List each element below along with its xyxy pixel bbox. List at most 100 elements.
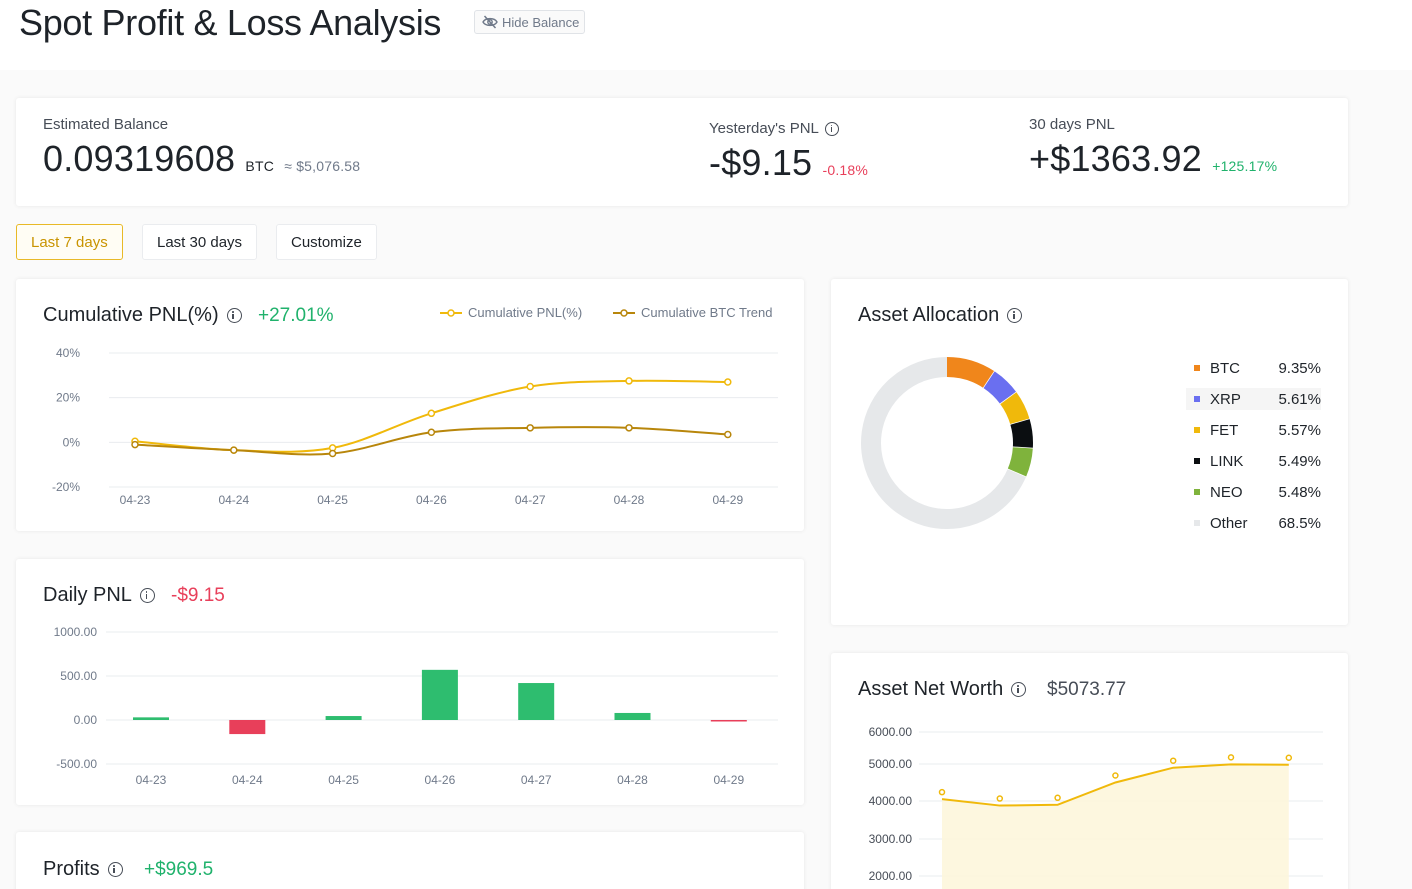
asset-allocation-donut[interactable] <box>847 343 1047 543</box>
allocation-item-other[interactable]: Other 68.5% <box>1186 512 1321 534</box>
data-point <box>1112 772 1119 779</box>
x-tick-label: 04-23 <box>136 773 167 787</box>
cumulative-pnl-card: Cumulative PNL(%) +27.01% Cumulative PNL… <box>16 279 804 531</box>
asset-allocation-title-text: Asset Allocation <box>858 304 1000 326</box>
hide-balance-label: Hide Balance <box>502 14 580 30</box>
data-point <box>724 430 732 439</box>
x-tick-label: 04-29 <box>713 773 744 787</box>
donut-slice-other <box>861 357 1026 529</box>
cumulative-pnl-title-text: Cumulative PNL(%) <box>43 304 219 326</box>
y-tick-label: 40% <box>56 346 80 360</box>
daily-pnl-title: Daily PNL <box>43 584 155 607</box>
asset-net-worth-title: Asset Net Worth <box>858 678 1027 701</box>
allocation-item-btc[interactable]: BTC 9.35% <box>1186 357 1321 379</box>
bar <box>325 716 362 720</box>
allocation-asset-name: NEO <box>1210 483 1243 501</box>
data-point <box>625 377 633 385</box>
cumulative-pnl-chart[interactable]: 40% 20% 0% -20% 04-23 04-24 04-25 04-26 04-27 04-… <box>16 279 804 531</box>
hide-balance-button[interactable]: Hide Balance <box>474 10 586 34</box>
asset-net-worth-chart[interactable]: 6000.00 5000.00 4000.00 3000.00 2000.00 <box>831 653 1348 889</box>
data-point <box>724 378 732 386</box>
info-icon[interactable] <box>139 588 155 603</box>
daily-pnl-card: Daily PNL -$9.15 1000.00 500.00 0.00 -500.0… <box>16 559 804 805</box>
yesterday-pnl-value: -$9.15 <box>709 142 813 183</box>
profits-title: Profits <box>43 858 123 881</box>
legend-cumulative-pnl[interactable]: Cumulative PNL(%) <box>440 305 582 320</box>
bar <box>421 669 458 720</box>
info-icon[interactable] <box>107 862 123 877</box>
asset-net-worth-card: Asset Net Worth $5073.77 6000.00 5000.00 4… <box>831 653 1348 889</box>
allocation-asset-name: XRP <box>1210 390 1241 408</box>
balance-summary-card: Estimated Balance 0.09319608 BTC ≈ $5,07… <box>16 98 1348 206</box>
asset-allocation-card: Asset Allocation <box>831 279 1348 625</box>
x-tick-label: 04-24 <box>232 773 263 787</box>
donut-slice-link <box>1010 419 1033 449</box>
allocation-item-fet[interactable]: FET 5.57% <box>1186 419 1321 441</box>
data-point <box>1169 757 1177 764</box>
range-last-7-days[interactable]: Last 7 days <box>16 224 123 260</box>
daily-pnl-value: -$9.15 <box>171 585 225 606</box>
legend-line-marker-icon <box>440 308 462 317</box>
slice-separator <box>1005 467 1029 479</box>
asset-net-worth-value: $5073.77 <box>1047 679 1127 700</box>
allocation-item-link[interactable]: LINK 5.49% <box>1186 450 1321 472</box>
y-tick-label: 5000.00 <box>869 757 913 771</box>
range-customize[interactable]: Customize <box>276 224 377 260</box>
yesterday-pnl-label: Yesterday's PNL <box>709 120 839 137</box>
yesterday-pnl-label-text: Yesterday's PNL <box>709 120 819 137</box>
legend-cumulative-pnl-label: Cumulative PNL(%) <box>468 305 583 320</box>
data-point <box>996 795 1004 802</box>
info-icon[interactable] <box>824 121 839 136</box>
yesterday-pnl-pct: -0.18% <box>822 162 869 178</box>
x-tick-label: 04-29 <box>712 493 743 507</box>
daily-pnl-title-text: Daily PNL <box>43 584 132 606</box>
info-icon[interactable] <box>226 308 242 323</box>
y-tick-label: 6000.00 <box>869 725 913 739</box>
legend-swatch <box>1194 427 1200 433</box>
data-point <box>328 449 337 458</box>
info-icon[interactable] <box>1011 682 1027 697</box>
donut-slice-xrp <box>983 371 1017 405</box>
donut-slice-neo <box>1007 446 1033 478</box>
thirty-day-pnl: +$1363.92 +125.17% <box>1029 138 1277 180</box>
daily-pnl-chart[interactable]: 1000.00 500.00 0.00 -500.00 04-23 04-24 04-25 0… <box>16 559 804 805</box>
data-point <box>938 788 946 796</box>
thirty-day-pnl-value: +$1363.92 <box>1029 138 1202 179</box>
profits-card: Profits +$969.5 <box>16 832 804 889</box>
data-point <box>1227 754 1235 761</box>
slice-separator <box>1010 446 1035 450</box>
allocation-asset-name: Other <box>1210 514 1248 532</box>
x-tick-label: 04-28 <box>614 493 645 507</box>
y-tick-label: 0.00 <box>74 713 98 727</box>
y-tick-label: -20% <box>52 480 80 494</box>
cumulative-pnl-title: Cumulative PNL(%) <box>43 304 242 327</box>
legend-line-marker-icon <box>613 308 635 317</box>
legend-swatch <box>1194 458 1200 464</box>
x-tick-label: 04-26 <box>425 773 456 787</box>
allocation-asset-name: BTC <box>1210 359 1240 377</box>
eye-off-icon <box>482 15 498 29</box>
allocation-asset-pct: 68.5% <box>1278 514 1321 532</box>
bar <box>229 720 266 735</box>
data-point <box>131 440 139 449</box>
cumulative-pnl-value: +27.01% <box>258 305 334 326</box>
allocation-item-xrp[interactable]: XRP 5.61% <box>1186 388 1321 410</box>
legend-btc-trend[interactable]: Cumulative BTC Trend <box>613 305 773 320</box>
y-tick-label: 2000.00 <box>869 869 913 883</box>
range-last-30-days[interactable]: Last 30 days <box>142 224 258 260</box>
data-point <box>526 424 534 432</box>
estimated-balance-label: Estimated Balance <box>43 116 168 133</box>
balance-unit: BTC <box>245 158 275 174</box>
x-tick-label: 04-25 <box>317 493 348 507</box>
profits-value: +$969.5 <box>144 859 214 880</box>
allocation-asset-name: FET <box>1210 421 1239 439</box>
info-icon[interactable] <box>1007 308 1023 323</box>
data-point <box>1285 754 1293 761</box>
allocation-asset-name: LINK <box>1210 452 1244 470</box>
estimated-balance-value: 0.09319608 <box>43 138 236 179</box>
allocation-asset-pct: 5.49% <box>1278 452 1321 470</box>
legend-btc-trend-label: Cumulative BTC Trend <box>641 305 773 320</box>
allocation-asset-pct: 5.61% <box>1278 390 1321 408</box>
asset-net-worth-title-text: Asset Net Worth <box>858 678 1004 700</box>
allocation-item-neo[interactable]: NEO 5.48% <box>1186 481 1321 503</box>
